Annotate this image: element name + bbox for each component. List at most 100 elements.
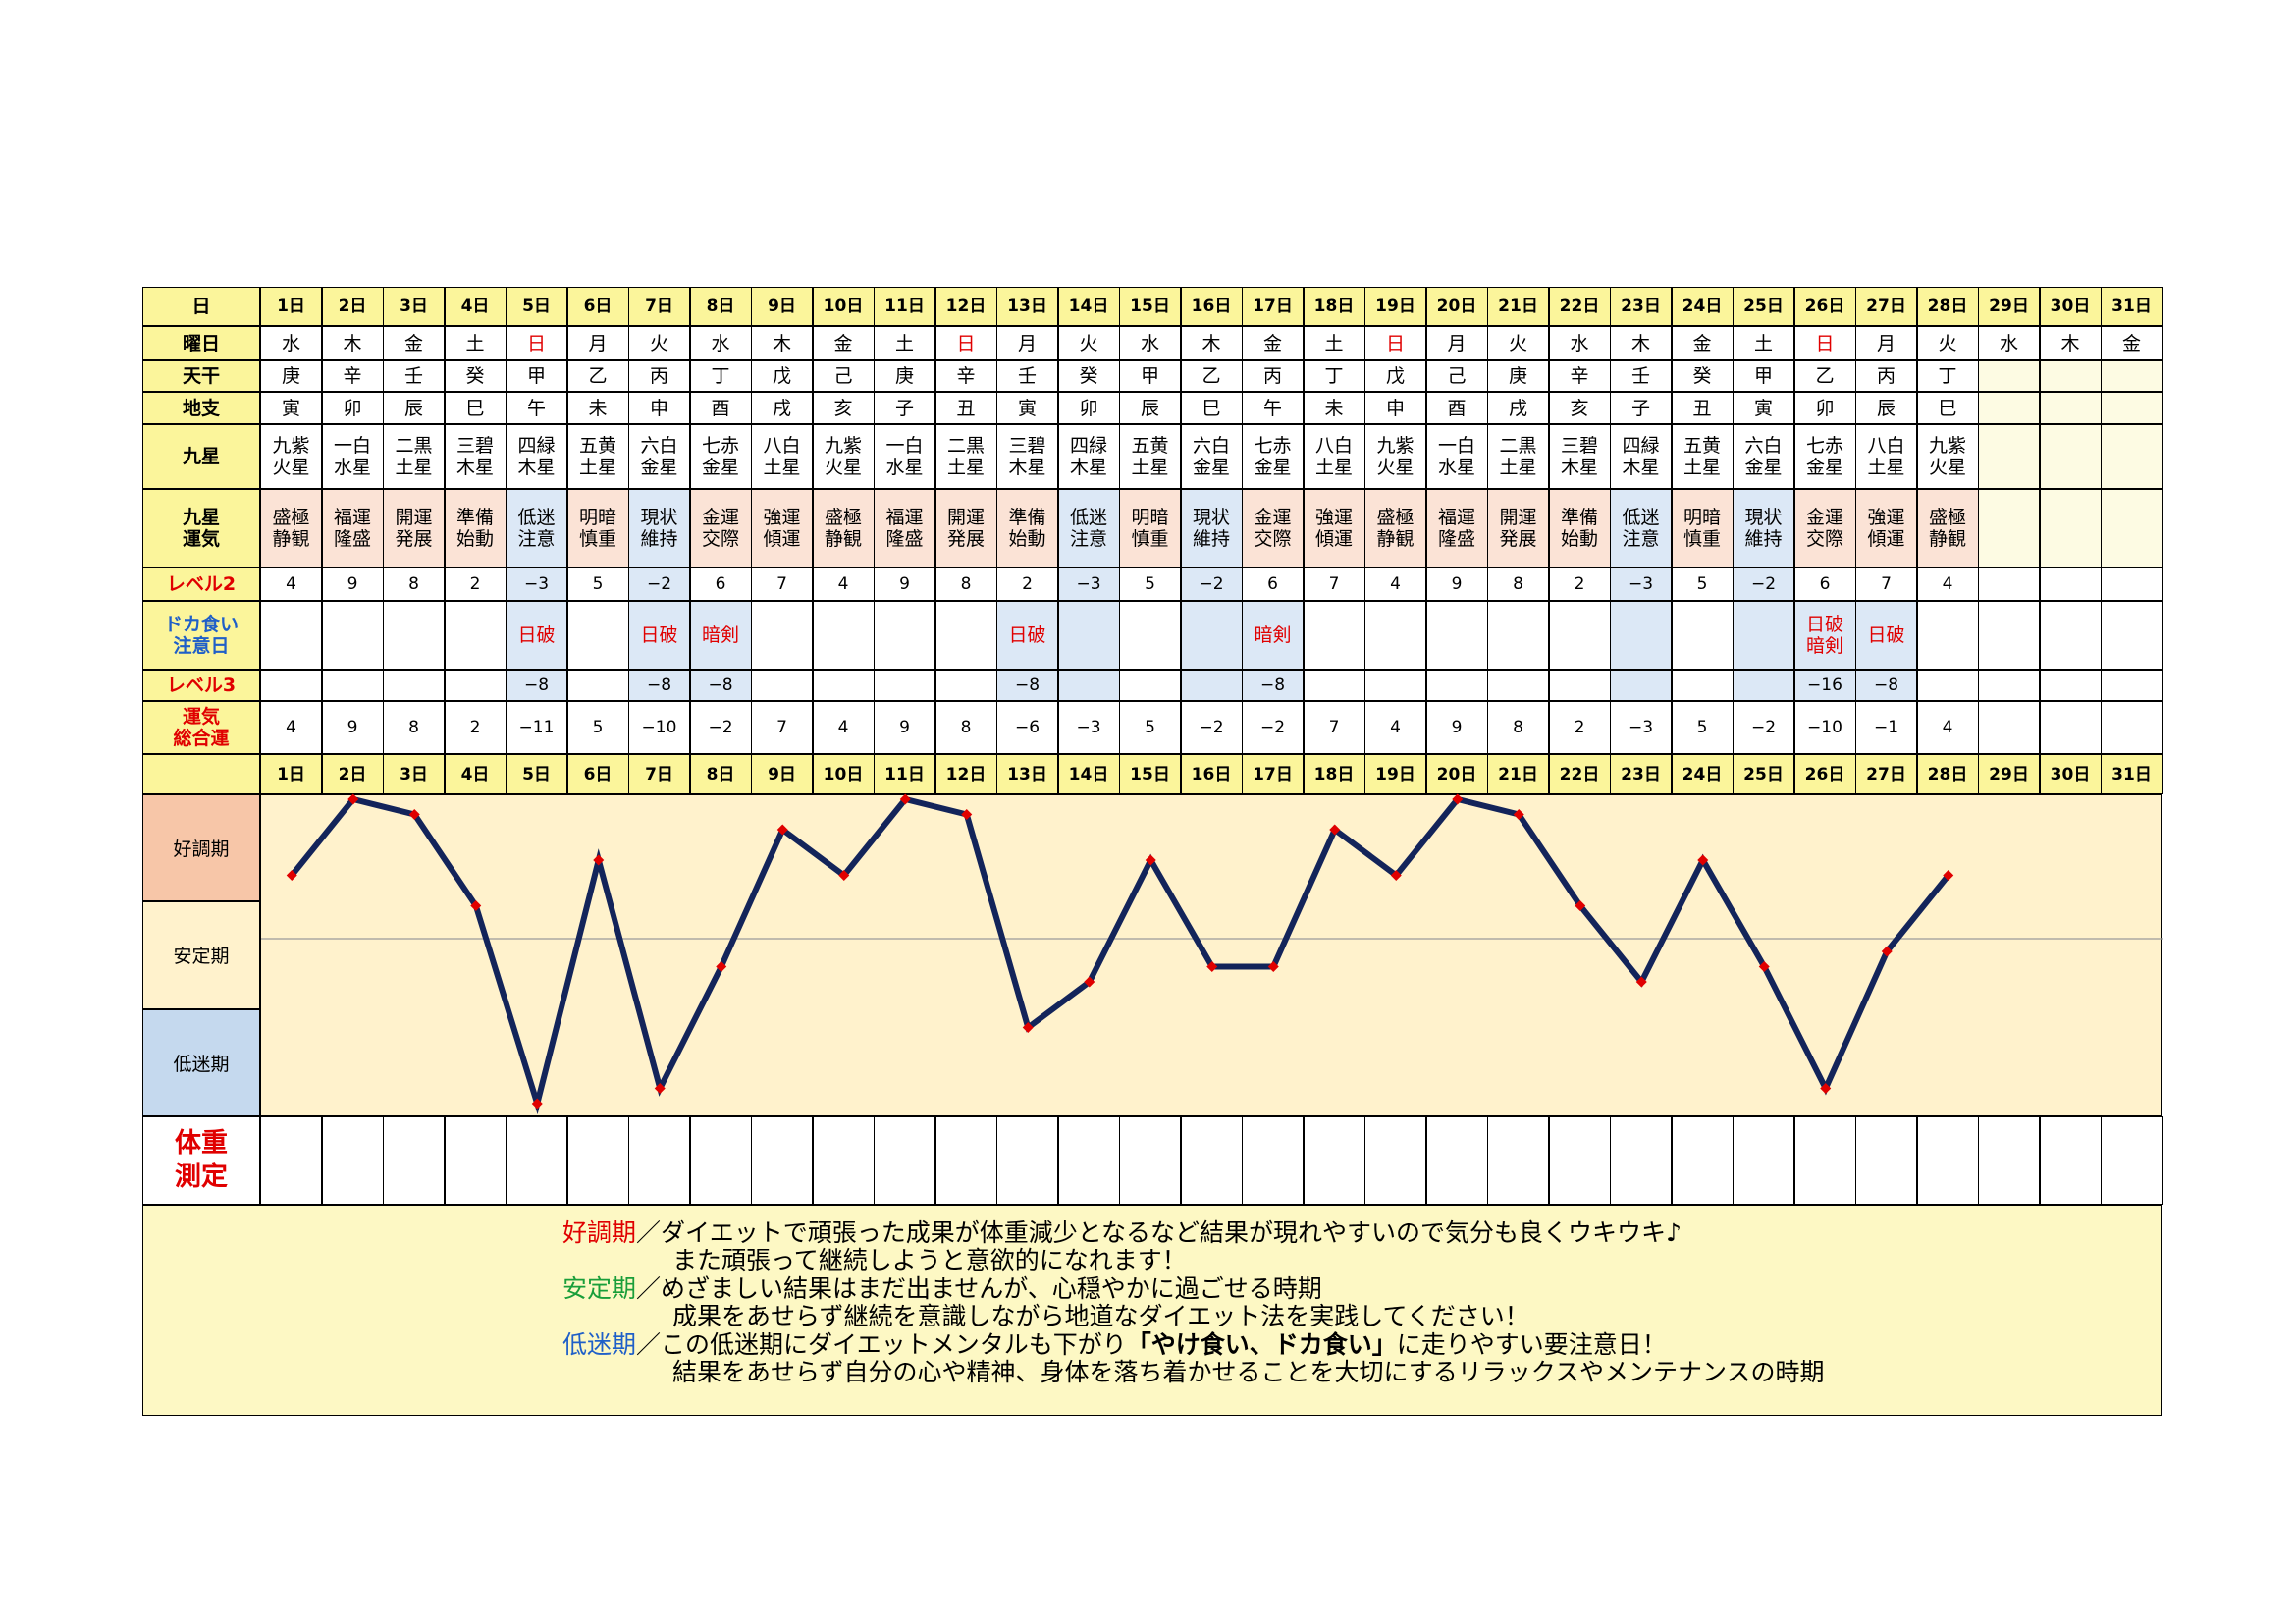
chishi-cell: 午 (1242, 392, 1304, 424)
data-point-marker (899, 793, 911, 805)
weight-input-cell[interactable] (1610, 1116, 1672, 1205)
dokagui-cell: 日破 暗剣 (1793, 601, 1856, 670)
unki-cell: 開運 発展 (934, 489, 997, 568)
data-point-marker (838, 870, 850, 881)
data-point-marker (1513, 809, 1524, 820)
tenkan-cell: 戊 (1364, 360, 1426, 392)
day-cell: 8日 (689, 287, 752, 326)
day2-cell: 21日 (1487, 754, 1549, 794)
sogo-cell (2039, 701, 2102, 754)
chishi-cell: 巳 (444, 392, 507, 424)
weight-input-cell[interactable] (874, 1116, 935, 1205)
tenkan-cell (1978, 360, 2040, 392)
weight-input-cell[interactable] (1793, 1116, 1856, 1205)
weight-input-cell[interactable] (2039, 1116, 2102, 1205)
weight-input-cell[interactable] (506, 1116, 567, 1205)
row-header-level2: レベル2 (142, 568, 260, 601)
sogo-cell (1978, 701, 2040, 754)
dokagui-cell (1916, 601, 1979, 670)
weight-input-cell[interactable] (1978, 1116, 2040, 1205)
weight-input-cell[interactable] (1548, 1116, 1611, 1205)
legend-stable-text1: ／めざましい結果はまだ出ませんが、心穏やかに過ごせる時期 (636, 1274, 1322, 1303)
weight-input-cell[interactable] (444, 1116, 507, 1205)
fortune-calendar-sheet: 日 1日 2日 3日 4日 5日 6日 7日 8日 9日 10日 11日 12日 13日 14日 15日 16日… (142, 287, 2163, 1416)
weekday-cell: 火 (1487, 326, 1549, 360)
weight-input-cell[interactable] (2101, 1116, 2163, 1205)
tenkan-cell: 癸 (1057, 360, 1120, 392)
level3-cell (1057, 670, 1120, 701)
tenkan-cell: 己 (812, 360, 875, 392)
data-point-marker (1022, 1022, 1034, 1033)
level2-cell: 2 (996, 568, 1058, 601)
weight-input-cell[interactable] (751, 1116, 813, 1205)
weight-input-cell[interactable] (1180, 1116, 1243, 1205)
level2-cell: 9 (321, 568, 384, 601)
dokagui-cell (383, 601, 445, 670)
band-low-label: 低迷期 (142, 1008, 260, 1116)
data-point-marker (1943, 870, 1954, 881)
legend-low-text1c: に走りやすい要注意日！ (1396, 1330, 1667, 1359)
chishi-cell: 辰 (1119, 392, 1181, 424)
level2-cell: −2 (628, 568, 690, 601)
level2-cell: 8 (1487, 568, 1549, 601)
weight-input-cell[interactable] (1916, 1116, 1979, 1205)
unki-cell: 明暗 慎重 (1119, 489, 1181, 568)
kyusei-cell: 三碧 木星 (1548, 424, 1611, 489)
weight-input-cell[interactable] (1303, 1116, 1365, 1205)
kyusei-cell: 八白 土星 (1855, 424, 1917, 489)
data-point-marker (1881, 946, 1893, 957)
row-level3: レベル3 −8 −8 −8 −8 −8 −16 −8 (142, 670, 2163, 701)
data-point-marker (776, 824, 788, 836)
tenkan-cell: 癸 (1671, 360, 1734, 392)
weight-input-cell[interactable] (996, 1116, 1058, 1205)
day2-cell: 11日 (874, 754, 935, 794)
weekday-cell: 水 (1978, 326, 2040, 360)
weight-input-cell[interactable] (566, 1116, 629, 1205)
chishi-cell: 寅 (260, 392, 322, 424)
dokagui-cell (1610, 601, 1672, 670)
sogo-cell: 9 (321, 701, 384, 754)
kyusei-cell: 三碧 木星 (444, 424, 507, 489)
weekday-cell: 土 (1733, 326, 1794, 360)
weight-input-cell[interactable] (321, 1116, 384, 1205)
weight-input-cell[interactable] (383, 1116, 445, 1205)
dokagui-cell (2101, 601, 2163, 670)
weekday-cell: 日 (506, 326, 567, 360)
weight-input-cell[interactable] (934, 1116, 997, 1205)
weight-input-cell[interactable] (689, 1116, 752, 1205)
data-point-marker (1390, 870, 1402, 881)
chishi-cell: 午 (506, 392, 567, 424)
weight-input-cell[interactable] (1671, 1116, 1734, 1205)
sogo-cell: 9 (1425, 701, 1488, 754)
weight-input-cell[interactable] (1242, 1116, 1304, 1205)
weight-input-cell[interactable] (1057, 1116, 1120, 1205)
weight-input-cell[interactable] (260, 1116, 322, 1205)
weight-input-cell[interactable] (1364, 1116, 1426, 1205)
unki-cell: 福運 隆盛 (321, 489, 384, 568)
level3-cell: −8 (628, 670, 690, 701)
level3-cell: −8 (1855, 670, 1917, 701)
weight-input-cell[interactable] (1119, 1116, 1181, 1205)
weight-input-cell[interactable] (1487, 1116, 1549, 1205)
sogo-cell: −2 (1733, 701, 1794, 754)
unki-cell: 福運 隆盛 (874, 489, 935, 568)
weight-input-cell[interactable] (812, 1116, 875, 1205)
sogo-cell: 5 (1671, 701, 1734, 754)
weekday-cell: 月 (996, 326, 1058, 360)
weight-input-cell[interactable] (1425, 1116, 1488, 1205)
weight-input-cell[interactable] (628, 1116, 690, 1205)
day2-cell: 26日 (1793, 754, 1856, 794)
day2-cell: 25日 (1733, 754, 1794, 794)
day-cell: 25日 (1733, 287, 1794, 326)
weight-input-cell[interactable] (1855, 1116, 1917, 1205)
sogo-cell: −11 (506, 701, 567, 754)
weight-input-cell[interactable] (1733, 1116, 1794, 1205)
sogo-cell: −10 (1793, 701, 1856, 754)
sogo-cell (2101, 701, 2163, 754)
dokagui-cell: 日破 (996, 601, 1058, 670)
unki-cell: 現状 維持 (628, 489, 690, 568)
row-header-chishi: 地支 (142, 392, 260, 424)
day-cell: 24日 (1671, 287, 1734, 326)
tenkan-cell (2039, 360, 2102, 392)
row-weekday: 曜日水木金土日月火水木金土日月火水木金土日月火水木金土日月火水木金 (142, 326, 2163, 360)
